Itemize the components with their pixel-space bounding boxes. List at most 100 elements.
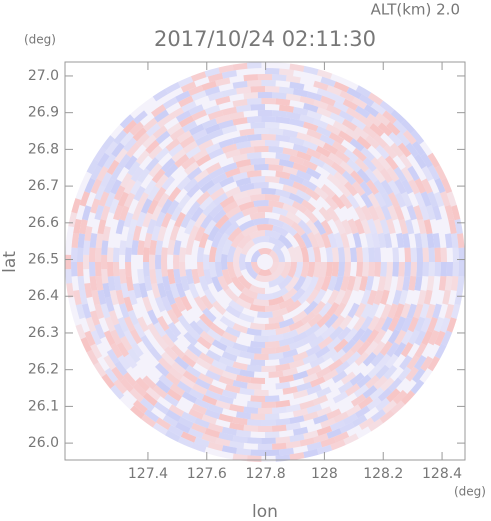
echo-cell [313,324,329,338]
echo-cell [252,298,270,306]
echo-cell [145,139,160,155]
echo-cell [288,319,305,332]
echo-cell [300,246,309,262]
echo-cell [357,396,374,410]
echo-cell [285,93,301,102]
echo-cell [200,295,214,311]
echo-cell [311,300,326,316]
echo-cell [125,276,134,292]
echo-cell [238,292,255,305]
echo-cell [156,192,170,209]
echo-cell [446,317,457,333]
echo-cell [302,372,319,384]
echo-cell [299,437,315,447]
echo-cell [385,353,399,369]
echo-cell [174,154,190,168]
echo-cell [285,440,301,449]
echo-cell [191,90,207,102]
echo-cell [326,206,340,222]
echo-cell [320,417,336,429]
echo-cell [325,246,333,262]
echo-cell [377,122,393,137]
echo-cell [265,86,280,93]
echo-cell [152,385,168,399]
echo-cell [261,329,277,337]
echo-cell [132,225,142,241]
echo-cell [204,389,221,401]
echo-cell [185,365,201,379]
echo-cell [333,81,350,93]
echo-cell [307,276,319,293]
echo-cell [292,331,308,343]
echo-cell [363,104,379,118]
echo-cell [420,191,432,207]
echo-cell [417,289,427,306]
echo-cell [405,142,419,158]
echo-cell [154,254,162,270]
echo-cell [173,254,180,270]
echo-cell [113,185,126,201]
echo-cell [97,289,107,305]
echo-cell [238,182,255,193]
echo-cell [285,111,301,121]
echo-cell [326,104,342,116]
echo-cell [356,374,372,389]
echo-cell [365,232,375,249]
echo-cell [352,232,362,248]
echo-cell [375,144,390,160]
echo-cell [184,219,196,235]
echo-cell [392,389,408,405]
echo-cell [130,342,144,358]
echo-cell [192,148,209,162]
echo-cell [306,403,323,414]
echo-cell [168,107,185,120]
echo-cell [324,313,339,329]
echo-cell [255,274,275,282]
echo-cell [300,262,309,278]
echo-cell [218,375,234,386]
echo-cell [77,262,84,277]
echo-cell [196,336,213,350]
x-tick-label: 128 [311,466,338,482]
echo-cell [221,351,238,362]
echo-cell [224,167,241,179]
echo-cell [232,361,248,371]
echo-cell [428,262,435,277]
echo-cell [440,262,447,277]
echo-cell [288,192,305,205]
echo-cell [366,179,380,195]
echo-cell [392,289,402,306]
echo-cell [441,178,453,194]
echo-cell [322,348,338,362]
echo-cell [104,367,119,383]
echo-cell [421,330,433,346]
echo-cell [292,351,309,362]
echo-cell [320,76,336,87]
echo-cell [181,156,197,170]
echo-cell [160,351,176,367]
echo-cell [278,374,295,384]
echo-cell [379,100,395,115]
echo-cell [184,161,200,176]
echo-cell [135,377,150,392]
echo-cell [65,269,73,284]
echo-cell [131,239,139,255]
echo-cell [257,311,273,318]
echo-cell [188,225,200,242]
echo-cell [232,153,248,163]
echo-cell [315,366,332,379]
echo-cell [366,113,382,127]
echo-cell [249,322,265,331]
echo-cell [265,413,280,420]
echo-cell [165,409,182,422]
echo-cell [329,419,346,432]
echo-cell [356,168,371,184]
echo-cell [440,247,447,262]
echo-cell [163,346,179,361]
echo-cell [86,158,99,175]
echo-cell [253,335,269,342]
echo-cell [157,357,173,372]
echo-cell [157,225,167,242]
echo-cell [81,205,92,221]
echo-cell [278,317,295,329]
